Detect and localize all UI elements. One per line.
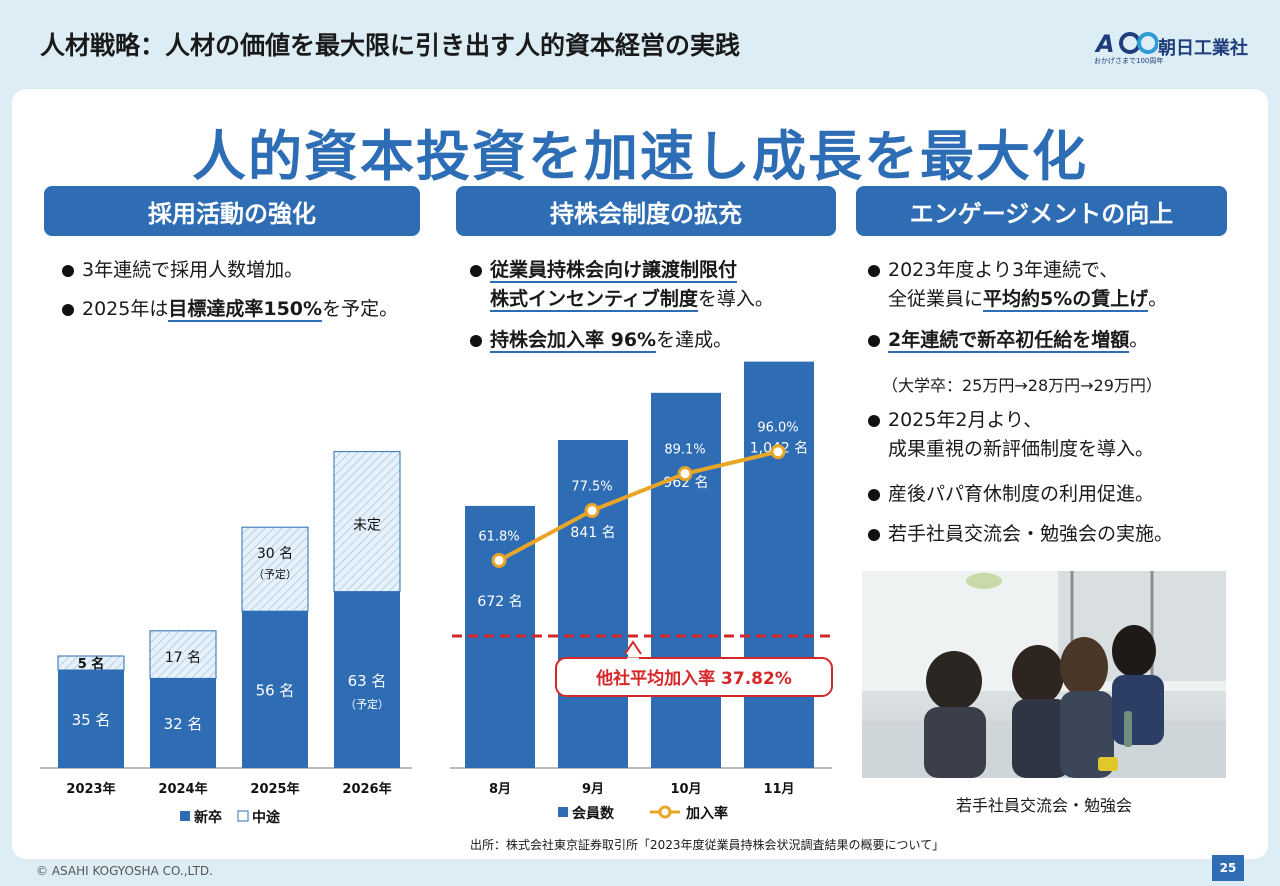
company-logo: A <box>1094 30 1244 64</box>
bar-label-mid-0: 5 名 <box>78 656 105 672</box>
rate-label-0: 61.8% <box>478 529 519 544</box>
x-tick-label-0: 2023年 <box>66 781 115 797</box>
bar-members-3 <box>744 361 814 768</box>
bar-members-1 <box>558 440 628 768</box>
legend-swatch-mid <box>237 810 249 822</box>
planned-label-new: （予定） <box>345 697 389 711</box>
bar-mid-0 <box>57 655 125 671</box>
x-tick-label-3: 2026年 <box>342 781 391 797</box>
x-tick-label-1: 2024年 <box>158 781 207 797</box>
legend-swatch-new <box>180 811 190 821</box>
engage-bullet-3: 2025年2月より、 成果重視の新評価制度を導入。 <box>868 406 1154 464</box>
bullet-dot <box>470 265 482 277</box>
bar-mid-1 <box>149 630 217 679</box>
bar-label-mid-1: 17 名 <box>165 650 201 666</box>
x-tick-label-2: 2025年 <box>250 781 299 797</box>
recruit-bullet-1: 3年連続で採用人数増加。 <box>62 256 303 285</box>
bullet-dot <box>868 415 880 427</box>
legend-label-members: 会員数 <box>572 805 615 822</box>
anniversary-logo-icon: A <box>1094 30 1159 58</box>
bar-new-2 <box>242 611 308 768</box>
esop-bullet-2: 持株会加入率 96%を達成。 <box>470 326 732 355</box>
rate-label-2: 89.1% <box>664 443 705 458</box>
x-tick-label-2: 10月 <box>670 782 701 797</box>
bullet-dot <box>868 529 880 541</box>
copyright: © ASAHI KOGYOSHA CO.,LTD. <box>36 864 213 878</box>
bullet-dot <box>62 265 74 277</box>
planned-label-mid: （予定） <box>253 567 297 581</box>
bar-label-new-3: 63 名 <box>348 672 387 690</box>
bar-label-new-1: 32 名 <box>164 715 203 733</box>
legend-label-rate: 加入率 <box>685 805 728 822</box>
engage-bullet-1: 2023年度より3年連続で、 全従業員に平均約5%の賃上げ。 <box>868 256 1167 314</box>
svg-text:A: A <box>1094 30 1115 56</box>
engage-bullet-5: 若手社員交流会・勉強会の実施。 <box>868 520 1173 549</box>
rate-label-1: 77.5% <box>571 480 612 495</box>
rate-point-1 <box>584 503 600 519</box>
bar-mid-2 <box>241 526 309 612</box>
hero-headline: 人的資本投資を加速し成長を最大化 <box>192 125 1088 188</box>
bar-label-new-2: 56 名 <box>256 682 295 700</box>
bar-mid-3 <box>333 451 401 593</box>
bullet-dot <box>62 304 74 316</box>
section-header-engagement: エンゲージメントの向上 <box>856 186 1227 236</box>
bar-new-3 <box>334 591 400 768</box>
engage-bullet-4: 産後パパ育休制度の利用促進。 <box>868 480 1154 509</box>
reference-callout-box <box>555 657 833 697</box>
page-title: 人材戦略：人材の価値を最大限に引き出す人的資本経営の実践 <box>40 31 741 60</box>
page-number: 25 <box>1212 855 1244 881</box>
bar-label-members-0: 672 名 <box>477 594 522 610</box>
section-header-esop: 持株会制度の拡充 <box>456 186 836 236</box>
photo-caption: 若手社員交流会・勉強会 <box>955 796 1132 815</box>
x-tick-label-1: 9月 <box>582 782 604 797</box>
bullet-dot <box>868 489 880 501</box>
bullet-dot <box>470 335 482 347</box>
section-header-recruit: 採用活動の強化 <box>44 186 420 236</box>
rate-point-3 <box>770 444 786 460</box>
staff-meeting-photo <box>862 571 1226 778</box>
bar-members-2 <box>651 392 721 768</box>
meeting-illustration <box>862 571 1226 778</box>
legend-swatch-members <box>558 807 568 817</box>
salary-note: （大学卒：25万円→28万円→29万円） <box>882 376 1162 395</box>
bar-label-new-0: 35 名 <box>72 711 111 729</box>
x-tick-label-3: 11月 <box>763 782 794 797</box>
bullet-dot <box>868 265 880 277</box>
callout-pointer <box>624 640 642 655</box>
rate-label-3: 96.0% <box>757 421 798 436</box>
bar-new-1 <box>150 678 216 768</box>
legend-marker-rate <box>658 805 672 819</box>
legend-label-new: 新卒 <box>194 809 222 826</box>
recruit-bullet-2: 2025年は目標達成率150%を予定。 <box>62 295 398 324</box>
esop-bullet-1: 従業員持株会向け譲渡制限付 株式インセンティブ制度を導入。 <box>470 256 774 314</box>
recruit-chart: 35 名 5 名 2023年 32 名 17 名 2024年 56 名 30 名 （予定） 202… <box>40 451 412 826</box>
reference-callout-label: 他社平均加入率 37.82% <box>595 668 792 689</box>
bar-label-mid-3: 未定 <box>353 518 381 534</box>
rate-point-0 <box>491 552 507 568</box>
logo-tagline: おかげさまで100周年 <box>1094 57 1164 65</box>
engage-bullet-2: 2年連続で新卒初任給を増額。 <box>868 326 1148 355</box>
legend-label-mid: 中途 <box>252 809 281 826</box>
bar-new-0 <box>58 670 124 768</box>
source-note: 出所：株式会社東京証券取引所「2023年度従業員持株会状況調査結果の概要について… <box>470 838 945 852</box>
company-name: 朝日工業社 <box>1158 38 1248 59</box>
bullet-dot <box>868 335 880 347</box>
bar-label-mid-2: 30 名 <box>257 546 293 562</box>
bar-label-members-1: 841 名 <box>570 525 615 541</box>
rate-point-2 <box>677 466 693 482</box>
rate-line <box>498 449 779 563</box>
x-tick-label-0: 8月 <box>489 782 511 797</box>
